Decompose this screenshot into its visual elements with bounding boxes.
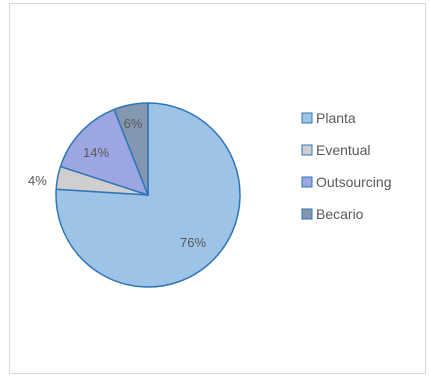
data-label-planta: 76% xyxy=(180,235,206,250)
legend-label-eventual: Eventual xyxy=(316,142,370,158)
pie-slice-becario xyxy=(113,102,149,196)
legend-swatch-outsourcing xyxy=(301,176,313,188)
data-label-eventual: 4% xyxy=(28,173,47,188)
legend-label-planta: Planta xyxy=(316,110,356,126)
legend-swatch-becario xyxy=(301,208,313,220)
legend-label-outsourcing: Outsourcing xyxy=(316,174,391,190)
data-label-outsourcing: 14% xyxy=(83,145,109,160)
data-label-becario: 6% xyxy=(124,116,143,131)
legend-label-becario: Becario xyxy=(316,206,364,222)
pie-slice-outsourcing xyxy=(59,108,150,197)
legend-swatch-planta xyxy=(301,112,313,124)
legend-swatch-eventual xyxy=(301,144,313,156)
